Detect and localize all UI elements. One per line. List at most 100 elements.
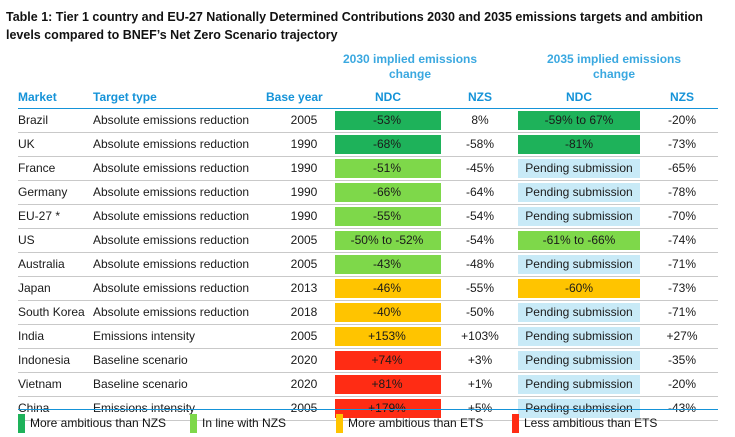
market-cell: Brazil	[18, 113, 49, 127]
ndc-2030-status-fill	[335, 327, 441, 346]
market-cell: EU-27 *	[18, 209, 61, 223]
ndc-2035-cell: -60%	[564, 281, 593, 295]
market-cell: UK	[18, 137, 35, 151]
nzs-2030-cell: -54%	[465, 209, 494, 223]
header-nzs-2035: NZS	[670, 90, 694, 104]
ndc-2030-cell: -53%	[372, 113, 401, 127]
nzs-2030-cell: +5%	[467, 401, 493, 415]
ndc-2030-status-fill	[335, 351, 441, 370]
target-type-cell: Absolute emissions reduction	[93, 281, 250, 295]
market-cell: Australia	[18, 257, 65, 271]
target-type-cell: Absolute emissions reduction	[93, 137, 250, 151]
nzs-2035-cell: -43%	[667, 401, 696, 415]
ndc-2030-cell: -43%	[372, 257, 401, 271]
ndc-2030-cell: +153%	[368, 329, 406, 343]
ndc-2035-status-fill	[518, 159, 640, 178]
ndc-2035-status-fill	[518, 231, 640, 250]
ndc-2035-cell: Pending submission	[525, 401, 633, 415]
table-row: UK Absolute emissions reduction 1990 -68% -5…	[18, 133, 718, 157]
target-type-cell: Absolute emissions reduction	[93, 257, 250, 271]
table-row: Germany Absolute emissions reduction 1990 -…	[18, 181, 718, 205]
nzs-2030-cell: -58%	[465, 137, 494, 151]
target-type-cell: Emissions intensity	[93, 329, 196, 343]
legend-label: Less ambitious than ETS	[524, 416, 658, 430]
target-type-cell: Absolute emissions reduction	[93, 209, 250, 223]
legend-item: More ambitious than NZS	[18, 413, 166, 433]
ndc-2035-status-fill	[518, 375, 640, 394]
nzs-2035-cell: +27%	[666, 329, 698, 343]
ndc-2030-status-fill	[335, 279, 441, 298]
market-cell: France	[18, 161, 56, 175]
ndc-2030-status-fill	[335, 135, 441, 154]
target-type-cell: Absolute emissions reduction	[93, 185, 250, 199]
ndc-2035-status-fill	[518, 279, 640, 298]
nzs-2030-cell: -54%	[465, 233, 494, 247]
ndc-2035-cell: -61% to -66%	[542, 233, 616, 247]
ndc-2030-status-fill	[335, 159, 441, 178]
nzs-2035-cell: -71%	[667, 305, 696, 319]
ndc-2030-status-fill	[335, 375, 441, 394]
table-row: Japan Absolute emissions reduction 2013 -46…	[18, 277, 718, 301]
group-header-2035: 2035 implied emissions change	[544, 52, 684, 86]
ndc-2030-status-fill	[335, 303, 441, 322]
group-header-2030: 2030 implied emissions change	[340, 52, 480, 86]
ndc-2030-cell: +81%	[371, 377, 403, 391]
header-market: Market	[18, 90, 57, 104]
ndc-2030-cell: -40%	[372, 305, 401, 319]
target-type-cell: Absolute emissions reduction	[93, 161, 250, 175]
ndc-2030-cell: -55%	[372, 209, 401, 223]
ndc-2035-cell: Pending submission	[525, 257, 633, 271]
ndc-2035-cell: Pending submission	[525, 353, 633, 367]
target-type-cell: Baseline scenario	[93, 377, 188, 391]
base-year-cell: 2005	[290, 233, 318, 247]
ndc-2035-status-fill	[518, 351, 640, 370]
market-cell: Japan	[18, 281, 51, 295]
market-cell: India	[18, 329, 45, 343]
legend-swatch	[190, 413, 197, 433]
legend-swatch	[336, 413, 343, 433]
table-row: EU-27 * Absolute emissions reduction 1990 -…	[18, 205, 718, 229]
legend: More ambitious than NZS In line with NZS M…	[18, 409, 718, 434]
table-row: Vietnam Baseline scenario 2020 +81% +1% Pendi…	[18, 373, 718, 397]
ndc-2030-cell: +74%	[371, 353, 403, 367]
legend-item: Less ambitious than ETS	[512, 413, 657, 433]
ndc-2030-cell: -51%	[372, 161, 401, 175]
nzs-2035-cell: -70%	[667, 209, 696, 223]
ndc-2035-cell: Pending submission	[525, 161, 633, 175]
table-row: India Emissions intensity 2005 +153% +103% Pe…	[18, 325, 718, 349]
nzs-2030-cell: -50%	[465, 305, 494, 319]
header-ndc-2030: NDC	[375, 90, 401, 104]
ndc-2035-status-fill	[518, 135, 640, 154]
nzs-2035-cell: -74%	[667, 233, 696, 247]
ndc-2035-cell: Pending submission	[525, 305, 633, 319]
legend-label: More ambitious than NZS	[30, 416, 167, 430]
target-type-cell: Emissions intensity	[93, 401, 196, 415]
ndc-2035-status-fill	[518, 303, 640, 322]
market-cell: Indonesia	[18, 353, 71, 367]
ndc-2030-status-fill	[335, 111, 441, 130]
ndc-2035-status-fill	[518, 255, 640, 274]
base-year-cell: 2005	[290, 113, 318, 127]
group-header-2035-label: 2035 implied emissions change	[546, 52, 682, 81]
header-nzs-2030: NZS	[468, 90, 492, 104]
nzs-2030-cell: -55%	[465, 281, 494, 295]
target-type-cell: Baseline scenario	[93, 353, 188, 367]
ndc-2030-status-fill	[335, 231, 441, 250]
legend-item: In line with NZS	[190, 413, 286, 433]
nzs-2030-cell: -45%	[465, 161, 494, 175]
market-cell: US	[18, 233, 35, 247]
base-year-cell: 2020	[290, 377, 318, 391]
target-type-cell: Absolute emissions reduction	[93, 305, 250, 319]
ndc-2035-status-fill	[518, 207, 640, 226]
ndc-2030-status-fill	[335, 255, 441, 274]
ndc-2035-status-fill	[518, 183, 640, 202]
nzs-2035-cell: -35%	[667, 353, 696, 367]
header-ndc-2035: NDC	[566, 90, 592, 104]
market-cell: China	[18, 401, 50, 415]
table-row: China Emissions intensity 2005 +179% +5% Pend…	[18, 397, 718, 421]
ndc-2035-status-fill	[518, 399, 640, 418]
header-target-type: Target type	[93, 90, 157, 104]
nzs-2035-cell: -71%	[667, 257, 696, 271]
base-year-cell: 1990	[290, 161, 318, 175]
nzs-2035-cell: -20%	[667, 377, 696, 391]
